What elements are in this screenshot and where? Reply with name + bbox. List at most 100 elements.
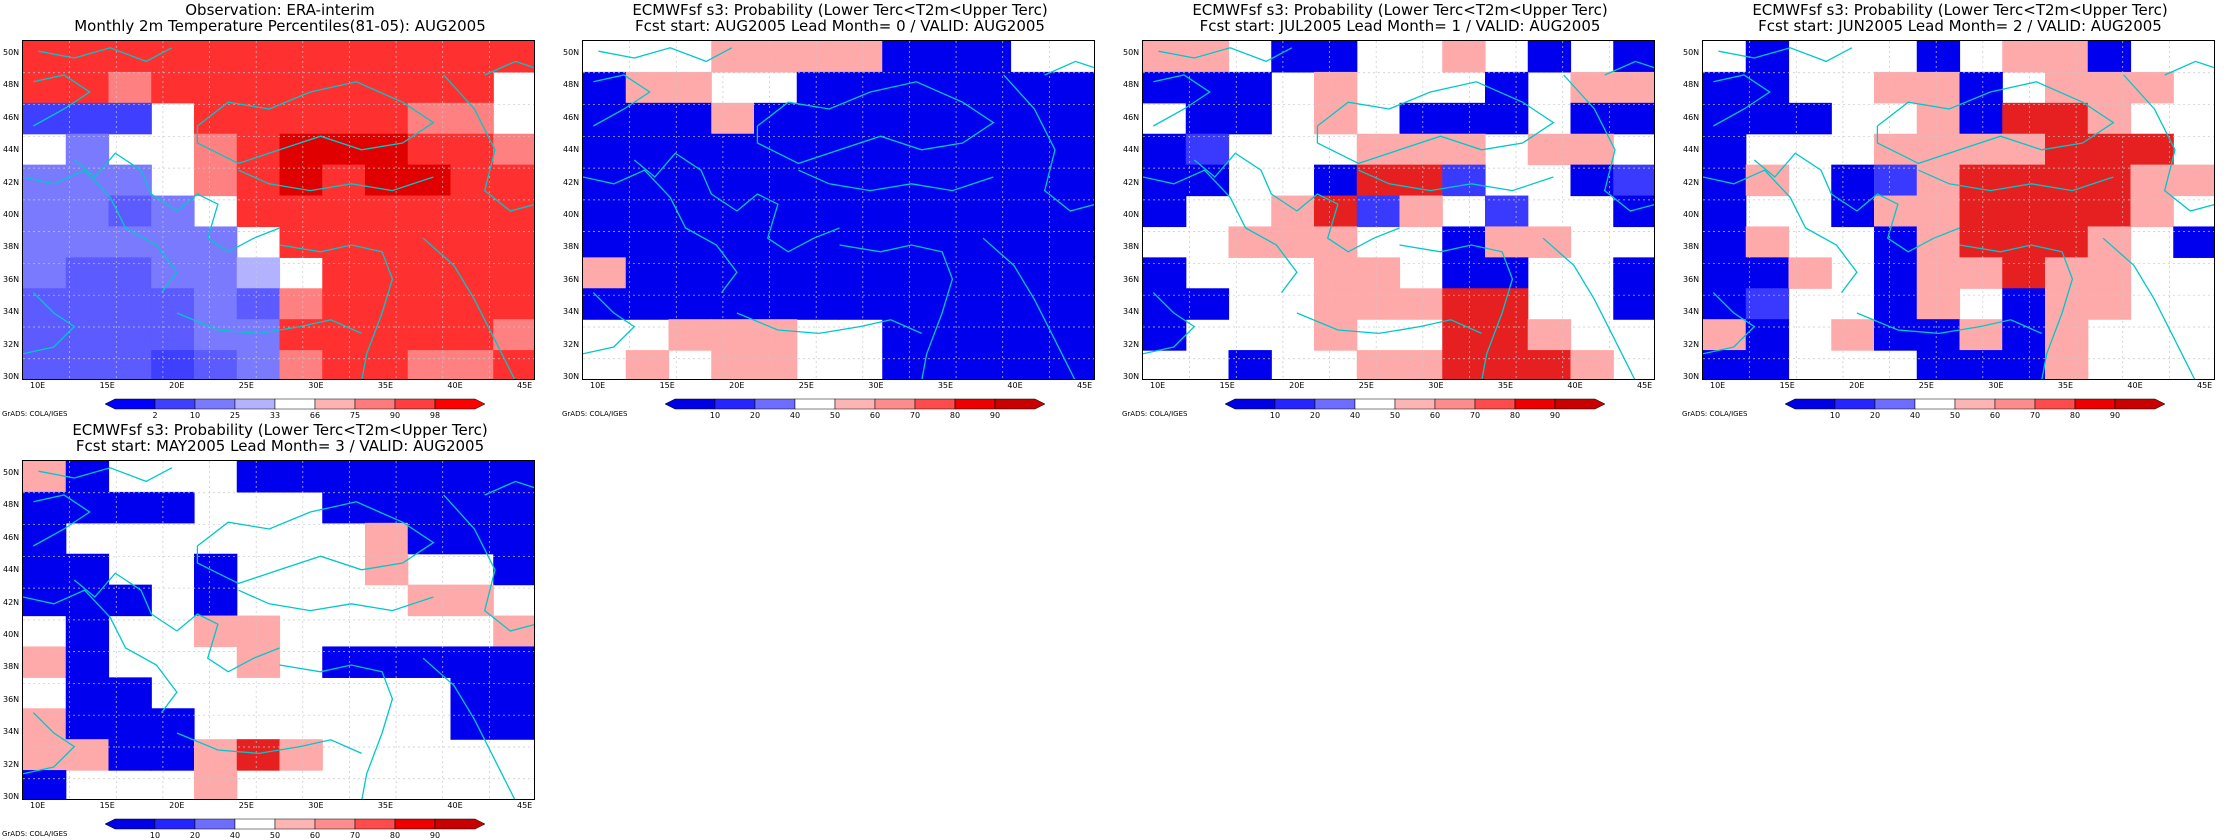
grid-cell bbox=[493, 226, 534, 258]
grid-cell bbox=[450, 461, 494, 493]
grid-cell bbox=[493, 646, 534, 678]
grid-cell bbox=[1010, 257, 1054, 289]
grid-cell bbox=[493, 708, 534, 740]
grid-cell bbox=[2087, 71, 2132, 104]
lon-label: 20E bbox=[169, 801, 185, 810]
grid-cell bbox=[1916, 288, 1961, 320]
lon-label: 45E bbox=[1637, 381, 1653, 390]
grid-cell bbox=[236, 288, 281, 320]
colorbar-label: 40 bbox=[789, 411, 801, 420]
coastline bbox=[2123, 74, 2214, 212]
colorbar bbox=[1785, 398, 2165, 410]
colorbar-swatch bbox=[154, 818, 196, 830]
coastline bbox=[2164, 60, 2214, 76]
colorbar-label: 10 bbox=[709, 411, 721, 420]
grid-cell bbox=[1745, 350, 1790, 379]
grid-cell bbox=[1527, 319, 1572, 351]
grid-cell bbox=[279, 350, 323, 379]
coastline bbox=[23, 169, 178, 293]
grid-cell bbox=[365, 133, 409, 166]
lon-label: 45E bbox=[517, 381, 533, 390]
colorbar-label: 90 bbox=[989, 411, 1001, 420]
grid-cell bbox=[151, 195, 195, 228]
grid-cell bbox=[583, 71, 627, 104]
grid-cell bbox=[2087, 133, 2132, 166]
grid-cell bbox=[1010, 288, 1054, 320]
grid-cell bbox=[1399, 288, 1443, 320]
map-panel-observation: Observation: ERA-interim Monthly 2m Tempe… bbox=[0, 0, 560, 420]
grid-cell bbox=[839, 133, 883, 166]
grid-cell bbox=[583, 102, 627, 135]
lon-label: 35E bbox=[937, 381, 954, 390]
grid-cell bbox=[450, 491, 494, 524]
grid-cell bbox=[625, 133, 670, 166]
grid-cell bbox=[1485, 195, 1529, 228]
grid-cell bbox=[194, 102, 238, 135]
grid-cell bbox=[322, 350, 366, 379]
grid-cell bbox=[65, 195, 110, 228]
colorbar-label: 90 bbox=[1549, 411, 1561, 420]
grid-cell bbox=[322, 646, 366, 678]
grid-cell bbox=[967, 288, 1012, 320]
grid-cell bbox=[322, 257, 366, 289]
grid-cell bbox=[65, 350, 110, 379]
lon-label: 40E bbox=[447, 801, 463, 810]
grid-cell bbox=[668, 133, 712, 166]
coastline bbox=[238, 169, 434, 192]
coastline bbox=[839, 244, 954, 379]
grid-cell bbox=[583, 195, 627, 228]
lon-label: 15E bbox=[1219, 381, 1235, 390]
grid-cell bbox=[2087, 102, 2132, 135]
grid-cell bbox=[967, 71, 1012, 104]
grid-cell bbox=[1399, 133, 1443, 166]
grid-cell bbox=[839, 41, 883, 73]
grid-cell bbox=[65, 461, 110, 493]
grid-cell bbox=[194, 226, 238, 258]
colorbar-label: 90 bbox=[389, 411, 401, 420]
colorbar-label: 80 bbox=[389, 831, 401, 840]
grid-cell bbox=[108, 319, 152, 351]
grid-cell bbox=[925, 71, 969, 104]
grid-cell bbox=[1143, 41, 1187, 73]
grid-cell bbox=[1570, 71, 1614, 104]
colorbar-label: 50 bbox=[1949, 411, 1961, 420]
grid-cell bbox=[194, 770, 238, 799]
colorbar-label: 10 bbox=[1829, 411, 1841, 420]
colorbar-label: 70 bbox=[909, 411, 921, 420]
coastline bbox=[2102, 237, 2196, 379]
grid-cell bbox=[2087, 226, 2132, 258]
lat-label: 42N bbox=[563, 177, 580, 187]
coastline bbox=[279, 664, 394, 799]
coastline bbox=[583, 292, 636, 355]
grid-cell bbox=[450, 646, 494, 678]
lon-label: 25E bbox=[238, 381, 254, 390]
grid-cell bbox=[1745, 257, 1790, 289]
grid-cell bbox=[23, 491, 67, 524]
colorbar-label: 60 bbox=[869, 411, 881, 420]
colorbar-swatch bbox=[154, 398, 196, 410]
coastline bbox=[1296, 312, 1482, 335]
grid-cell bbox=[407, 350, 452, 379]
grid-cell bbox=[2045, 102, 2089, 135]
coastline bbox=[279, 244, 394, 379]
colorbar-swatch bbox=[994, 398, 1045, 410]
grid-cell bbox=[108, 584, 152, 617]
colorbar-swatch bbox=[1554, 398, 1605, 410]
lat-label: 40N bbox=[3, 210, 20, 219]
grid-cell bbox=[2087, 41, 2132, 73]
lat-label: 32N bbox=[3, 759, 20, 769]
colorbar-swatch bbox=[274, 818, 316, 830]
grid-cell bbox=[1959, 133, 2003, 166]
grid-cell bbox=[711, 164, 755, 197]
grid-cell bbox=[2130, 133, 2174, 166]
colorbar-label: 80 bbox=[949, 411, 961, 420]
lon-label: 40E bbox=[1007, 381, 1023, 390]
grid-cell bbox=[2087, 195, 2132, 228]
grid-cell bbox=[1613, 71, 1654, 104]
grid-cell bbox=[407, 226, 452, 258]
grid-cell bbox=[65, 491, 110, 524]
grid-cell bbox=[967, 164, 1012, 197]
coastline bbox=[23, 589, 178, 713]
grid-cell bbox=[967, 350, 1012, 379]
grid-cell bbox=[1703, 133, 1747, 166]
